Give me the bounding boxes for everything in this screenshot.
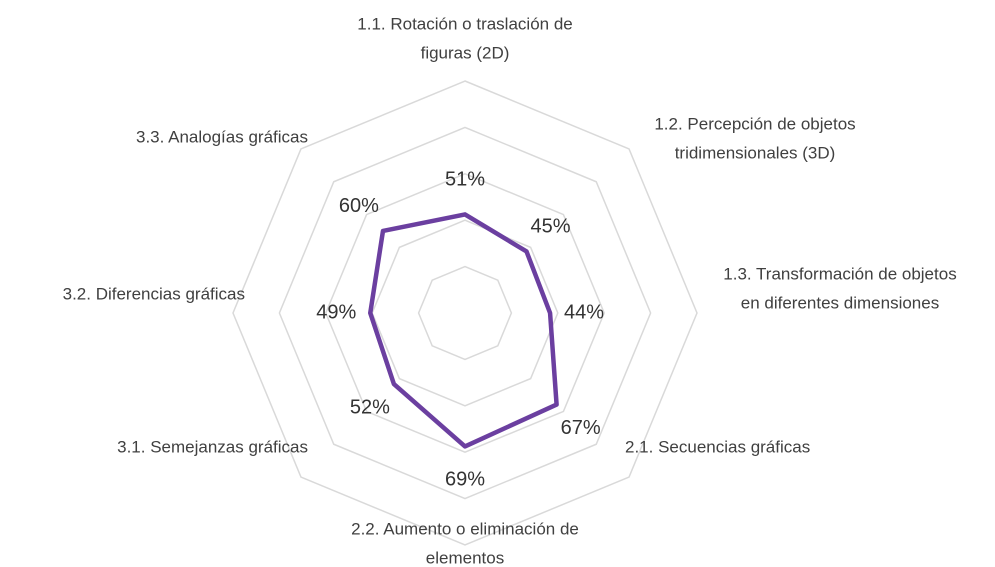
axis-label: 1.2. Percepción de objetos	[654, 114, 855, 133]
axis-label: tridimensionales (3D)	[675, 143, 836, 162]
data-label: 45%	[531, 216, 571, 238]
axis-label: 1.1. Rotación o traslación de	[357, 14, 572, 33]
data-label: 67%	[561, 417, 601, 439]
grid-ring	[324, 172, 606, 454]
data-label: 51%	[445, 169, 485, 191]
axis-label: 3.3. Analogías gráficas	[136, 127, 308, 146]
data-label: 52%	[350, 396, 390, 418]
axis-label: elementos	[426, 548, 504, 567]
axis-label: 2.1. Secuencias gráficas	[625, 437, 810, 456]
axis-label: 2.2. Aumento o eliminación de	[351, 519, 579, 538]
series-line	[368, 212, 559, 449]
grid-ring	[371, 219, 559, 407]
axis-label: 1.3. Transformación de objetos	[723, 264, 956, 283]
axis-label: en diferentes dimensiones	[741, 293, 939, 312]
data-label: 69%	[445, 469, 485, 491]
axis-label: 3.1. Semejanzas gráficas	[117, 437, 308, 456]
data-label: 49%	[316, 301, 356, 323]
axis-label: figuras (2D)	[421, 43, 510, 62]
grid-ring	[232, 80, 698, 546]
data-label: 60%	[339, 195, 379, 217]
data-label: 44%	[564, 301, 604, 323]
axis-label: 3.2. Diferencias gráficas	[63, 284, 245, 303]
grid-ring	[278, 126, 652, 500]
grid-ring	[417, 265, 513, 361]
